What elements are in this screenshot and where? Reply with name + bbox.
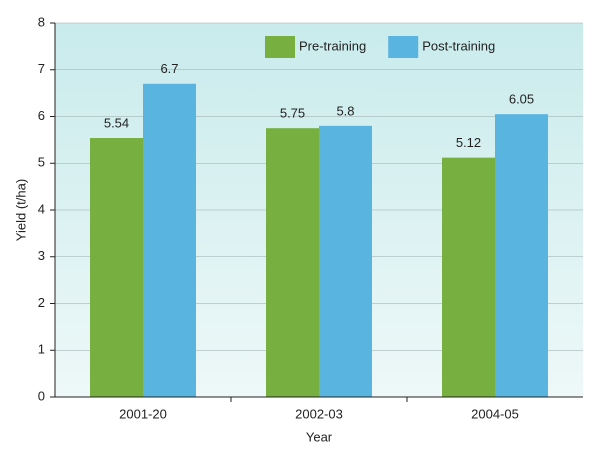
y-tick-label: 3 — [38, 248, 45, 263]
legend-swatch — [388, 36, 419, 58]
y-tick-label: 5 — [38, 155, 45, 170]
y-tick-label: 2 — [38, 295, 45, 310]
data-label: 5.75 — [280, 106, 305, 121]
x-tick-label: 2004-05 — [471, 406, 519, 421]
data-label: 5.8 — [336, 103, 354, 118]
legend-swatch — [265, 36, 295, 58]
y-tick-label: 1 — [38, 342, 45, 357]
y-tick-label: 4 — [38, 201, 45, 216]
data-label: 5.12 — [456, 135, 481, 150]
bar — [143, 83, 196, 398]
data-label: 6.05 — [509, 92, 534, 107]
bar — [90, 138, 143, 397]
bar — [266, 128, 319, 397]
bar — [442, 157, 495, 397]
x-axis-label: Year — [306, 429, 333, 444]
data-label: 5.54 — [104, 115, 129, 130]
x-tick-label: 2002-03 — [295, 406, 343, 421]
y-axis-label: Yield (t/ha) — [13, 179, 28, 241]
x-tick-label: 2001-20 — [119, 406, 167, 421]
y-tick-label: 7 — [38, 61, 45, 76]
bar — [495, 114, 548, 397]
data-label: 6.7 — [160, 61, 178, 76]
legend-label: Pre-training — [299, 38, 366, 53]
y-tick-label: 8 — [38, 14, 45, 29]
legend-label: Post-training — [422, 38, 495, 53]
y-tick-label: 6 — [38, 108, 45, 123]
bar — [319, 125, 372, 397]
y-tick-label: 0 — [38, 388, 45, 403]
